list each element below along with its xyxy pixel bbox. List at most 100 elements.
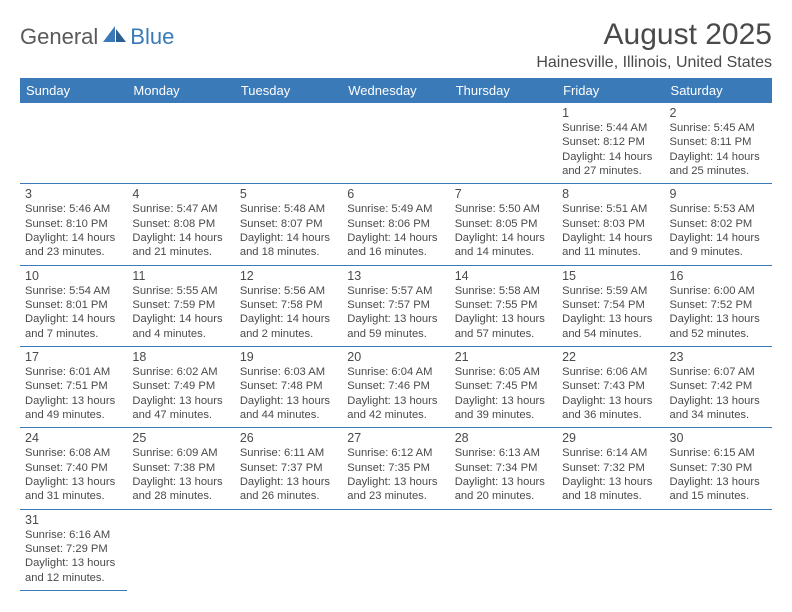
day-number: 26 [240, 431, 337, 445]
calendar-day-cell: 25Sunrise: 6:09 AMSunset: 7:38 PMDayligh… [127, 428, 234, 509]
sunset-text: Sunset: 8:12 PM [562, 135, 659, 149]
calendar-day-cell: 7Sunrise: 5:50 AMSunset: 8:05 PMDaylight… [450, 184, 557, 265]
calendar-empty-cell [450, 103, 557, 184]
daylight-text: Daylight: 13 hours and 20 minutes. [455, 475, 552, 504]
sunset-text: Sunset: 8:02 PM [670, 217, 767, 231]
sunset-text: Sunset: 7:48 PM [240, 379, 337, 393]
day-number: 7 [455, 187, 552, 201]
day-number: 22 [562, 350, 659, 364]
sunset-text: Sunset: 7:55 PM [455, 298, 552, 312]
calendar-body: 1Sunrise: 5:44 AMSunset: 8:12 PMDaylight… [20, 103, 772, 590]
daylight-text: Daylight: 13 hours and 18 minutes. [562, 475, 659, 504]
day-info: Sunrise: 6:00 AMSunset: 7:52 PMDaylight:… [670, 284, 767, 341]
day-info: Sunrise: 5:50 AMSunset: 8:05 PMDaylight:… [455, 202, 552, 259]
day-number: 15 [562, 269, 659, 283]
sunset-text: Sunset: 7:59 PM [132, 298, 229, 312]
sunset-text: Sunset: 7:38 PM [132, 461, 229, 475]
sunrise-text: Sunrise: 6:04 AM [347, 365, 444, 379]
sunset-text: Sunset: 8:07 PM [240, 217, 337, 231]
daylight-text: Daylight: 14 hours and 2 minutes. [240, 312, 337, 341]
calendar-day-cell: 16Sunrise: 6:00 AMSunset: 7:52 PMDayligh… [665, 265, 772, 346]
calendar-day-cell: 26Sunrise: 6:11 AMSunset: 7:37 PMDayligh… [235, 428, 342, 509]
sunset-text: Sunset: 8:08 PM [132, 217, 229, 231]
daylight-text: Daylight: 13 hours and 44 minutes. [240, 394, 337, 423]
calendar-week-row: 10Sunrise: 5:54 AMSunset: 8:01 PMDayligh… [20, 265, 772, 346]
calendar-empty-cell [127, 103, 234, 184]
daylight-text: Daylight: 13 hours and 28 minutes. [132, 475, 229, 504]
daylight-text: Daylight: 13 hours and 57 minutes. [455, 312, 552, 341]
weekday-header: Friday [557, 78, 664, 103]
weekday-header: Tuesday [235, 78, 342, 103]
calendar-week-row: 31Sunrise: 6:16 AMSunset: 7:29 PMDayligh… [20, 509, 772, 590]
day-number: 25 [132, 431, 229, 445]
day-number: 18 [132, 350, 229, 364]
daylight-text: Daylight: 13 hours and 47 minutes. [132, 394, 229, 423]
day-number: 27 [347, 431, 444, 445]
day-number: 3 [25, 187, 122, 201]
day-info: Sunrise: 5:57 AMSunset: 7:57 PMDaylight:… [347, 284, 444, 341]
calendar-day-cell: 19Sunrise: 6:03 AMSunset: 7:48 PMDayligh… [235, 346, 342, 427]
calendar-day-cell: 13Sunrise: 5:57 AMSunset: 7:57 PMDayligh… [342, 265, 449, 346]
day-number: 6 [347, 187, 444, 201]
calendar-day-cell: 17Sunrise: 6:01 AMSunset: 7:51 PMDayligh… [20, 346, 127, 427]
header: General Blue August 2025 Hainesville, Il… [20, 18, 772, 72]
calendar-week-row: 1Sunrise: 5:44 AMSunset: 8:12 PMDaylight… [20, 103, 772, 184]
calendar-day-cell: 27Sunrise: 6:12 AMSunset: 7:35 PMDayligh… [342, 428, 449, 509]
calendar-week-row: 24Sunrise: 6:08 AMSunset: 7:40 PMDayligh… [20, 428, 772, 509]
day-number: 12 [240, 269, 337, 283]
sunrise-text: Sunrise: 6:07 AM [670, 365, 767, 379]
day-number: 20 [347, 350, 444, 364]
day-info: Sunrise: 6:15 AMSunset: 7:30 PMDaylight:… [670, 446, 767, 503]
daylight-text: Daylight: 13 hours and 26 minutes. [240, 475, 337, 504]
day-info: Sunrise: 6:11 AMSunset: 7:37 PMDaylight:… [240, 446, 337, 503]
sunrise-text: Sunrise: 5:54 AM [25, 284, 122, 298]
calendar-day-cell: 3Sunrise: 5:46 AMSunset: 8:10 PMDaylight… [20, 184, 127, 265]
day-info: Sunrise: 6:13 AMSunset: 7:34 PMDaylight:… [455, 446, 552, 503]
calendar-empty-cell [342, 509, 449, 590]
daylight-text: Daylight: 13 hours and 34 minutes. [670, 394, 767, 423]
day-info: Sunrise: 6:05 AMSunset: 7:45 PMDaylight:… [455, 365, 552, 422]
calendar-empty-cell [127, 509, 234, 590]
calendar-empty-cell [450, 509, 557, 590]
sunset-text: Sunset: 7:30 PM [670, 461, 767, 475]
day-number: 28 [455, 431, 552, 445]
sunrise-text: Sunrise: 6:12 AM [347, 446, 444, 460]
sunset-text: Sunset: 7:42 PM [670, 379, 767, 393]
daylight-text: Daylight: 14 hours and 16 minutes. [347, 231, 444, 260]
sunrise-text: Sunrise: 5:48 AM [240, 202, 337, 216]
logo-text-blue: Blue [130, 24, 174, 50]
sunrise-text: Sunrise: 6:05 AM [455, 365, 552, 379]
sunset-text: Sunset: 8:01 PM [25, 298, 122, 312]
day-info: Sunrise: 6:06 AMSunset: 7:43 PMDaylight:… [562, 365, 659, 422]
day-info: Sunrise: 5:45 AMSunset: 8:11 PMDaylight:… [670, 121, 767, 178]
day-number: 19 [240, 350, 337, 364]
calendar-day-cell: 6Sunrise: 5:49 AMSunset: 8:06 PMDaylight… [342, 184, 449, 265]
sunrise-text: Sunrise: 6:08 AM [25, 446, 122, 460]
sunset-text: Sunset: 7:35 PM [347, 461, 444, 475]
calendar-week-row: 3Sunrise: 5:46 AMSunset: 8:10 PMDaylight… [20, 184, 772, 265]
sunrise-text: Sunrise: 6:15 AM [670, 446, 767, 460]
day-info: Sunrise: 6:02 AMSunset: 7:49 PMDaylight:… [132, 365, 229, 422]
day-info: Sunrise: 5:48 AMSunset: 8:07 PMDaylight:… [240, 202, 337, 259]
day-number: 23 [670, 350, 767, 364]
calendar-day-cell: 4Sunrise: 5:47 AMSunset: 8:08 PMDaylight… [127, 184, 234, 265]
sunset-text: Sunset: 7:29 PM [25, 542, 122, 556]
calendar-day-cell: 28Sunrise: 6:13 AMSunset: 7:34 PMDayligh… [450, 428, 557, 509]
day-info: Sunrise: 5:56 AMSunset: 7:58 PMDaylight:… [240, 284, 337, 341]
day-info: Sunrise: 6:01 AMSunset: 7:51 PMDaylight:… [25, 365, 122, 422]
sunset-text: Sunset: 7:54 PM [562, 298, 659, 312]
calendar-day-cell: 15Sunrise: 5:59 AMSunset: 7:54 PMDayligh… [557, 265, 664, 346]
daylight-text: Daylight: 14 hours and 21 minutes. [132, 231, 229, 260]
logo-text-general: General [20, 24, 98, 50]
sunset-text: Sunset: 7:51 PM [25, 379, 122, 393]
sunset-text: Sunset: 7:57 PM [347, 298, 444, 312]
sunrise-text: Sunrise: 6:01 AM [25, 365, 122, 379]
sunrise-text: Sunrise: 5:53 AM [670, 202, 767, 216]
sunrise-text: Sunrise: 5:55 AM [132, 284, 229, 298]
day-number: 16 [670, 269, 767, 283]
day-info: Sunrise: 6:14 AMSunset: 7:32 PMDaylight:… [562, 446, 659, 503]
sunrise-text: Sunrise: 5:50 AM [455, 202, 552, 216]
calendar-day-cell: 1Sunrise: 5:44 AMSunset: 8:12 PMDaylight… [557, 103, 664, 184]
weekday-header: Monday [127, 78, 234, 103]
calendar-day-cell: 12Sunrise: 5:56 AMSunset: 7:58 PMDayligh… [235, 265, 342, 346]
